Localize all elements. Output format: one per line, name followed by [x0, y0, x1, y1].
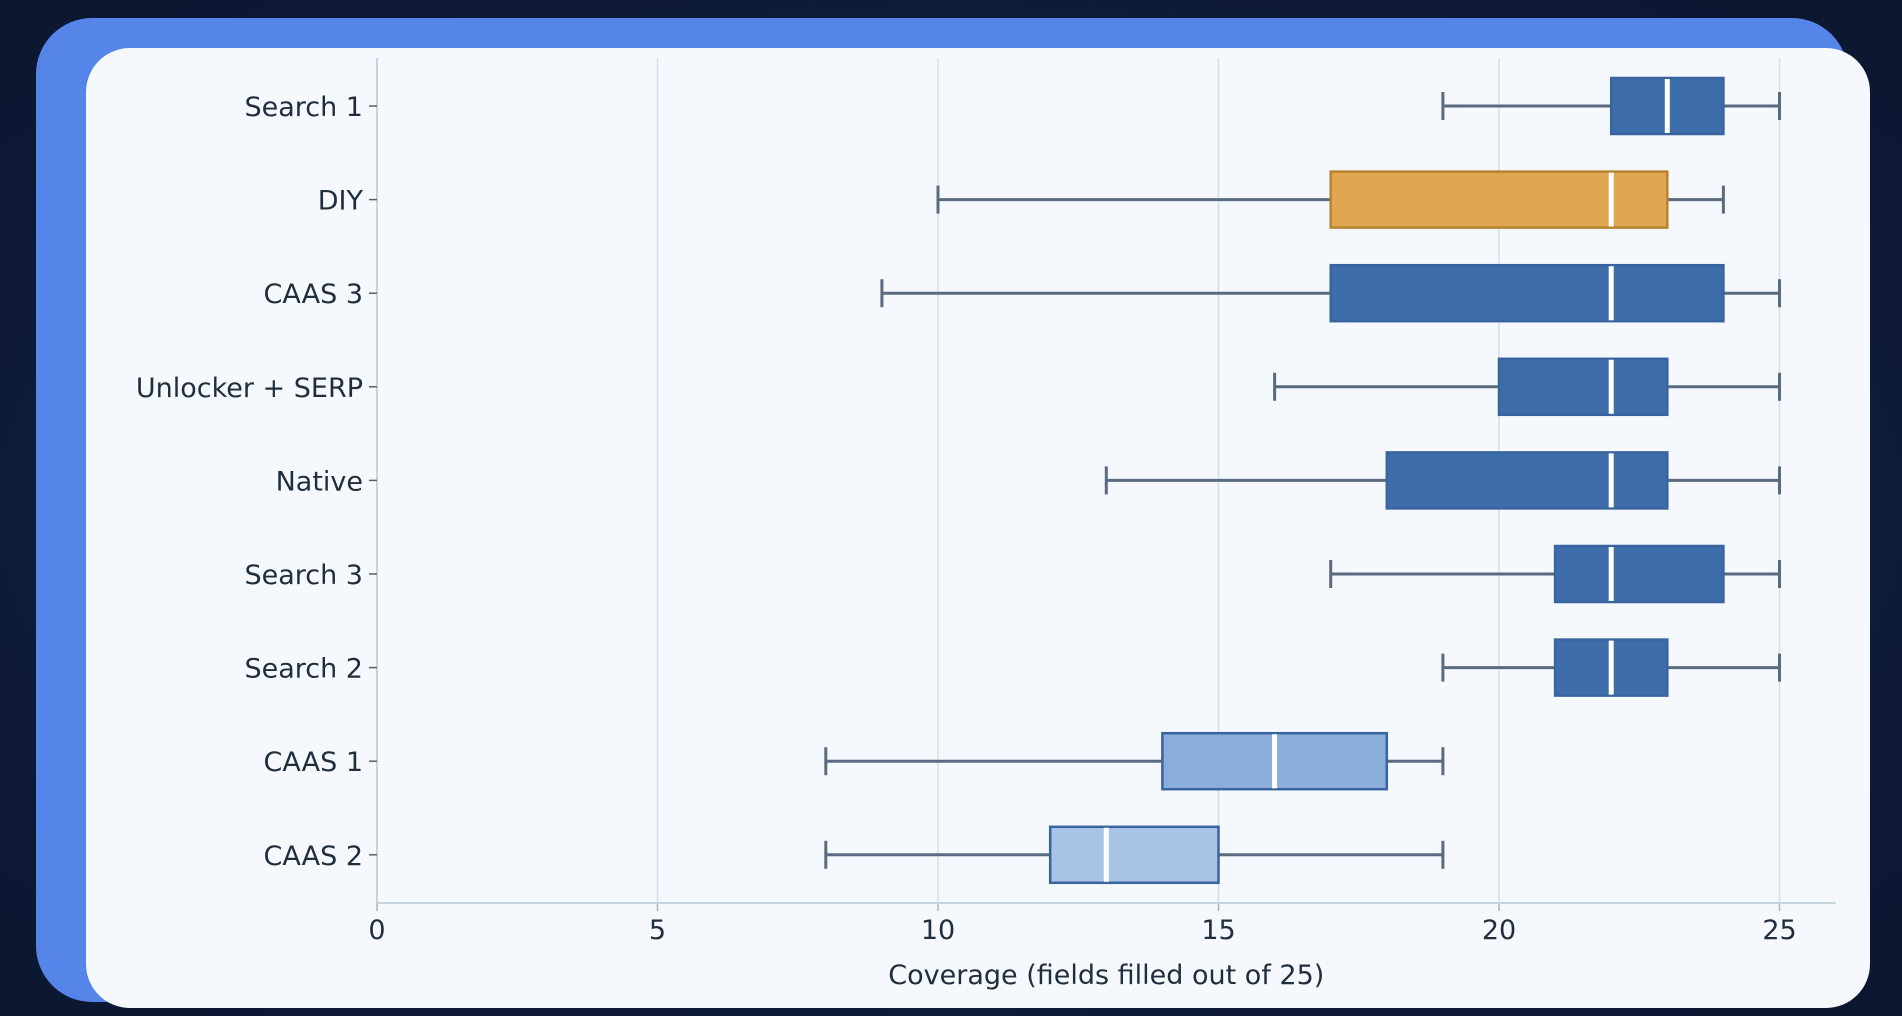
y-tick-label: CAAS 3 [264, 279, 363, 310]
chart-panel: Search 1 DIY CAAS 3 Unlocker + SERP Native Se… [86, 48, 1870, 1008]
x-axis-label: Coverage (fields filled out of 25) [888, 960, 1324, 991]
x-tick-label: 10 [921, 915, 955, 946]
axes [369, 58, 1836, 911]
iqr-box [1553, 544, 1725, 604]
y-tick-labels: Search 1 DIY CAAS 3 Unlocker + SERP Native Se… [136, 92, 364, 872]
box-search-2 [1441, 638, 1781, 697]
box-caas-3 [880, 263, 1781, 323]
x-tick-label: 5 [649, 915, 666, 946]
x-tick-label: 20 [1482, 915, 1516, 946]
x-tick-labels: 0 5 10 15 20 25 [368, 915, 1796, 946]
iqr-box [1329, 170, 1669, 229]
y-tick-label: Search 2 [244, 654, 363, 685]
x-tick-label: 0 [368, 915, 385, 946]
box-caas-1 [824, 731, 1445, 791]
y-tick-label: CAAS 2 [264, 841, 363, 872]
box-plot-chart: Search 1 DIY CAAS 3 Unlocker + SERP Native Se… [136, 58, 1836, 991]
box-search-1 [1441, 76, 1781, 136]
box-unlocker-serp [1273, 357, 1781, 417]
x-tick-label: 15 [1201, 915, 1235, 946]
y-tick-label: Search 3 [244, 560, 363, 591]
box-native [1104, 451, 1781, 510]
iqr-box [1329, 263, 1725, 323]
box-diy [936, 170, 1725, 229]
y-tick-label: CAAS 1 [264, 747, 363, 778]
y-tick-label: Native [276, 466, 363, 497]
chart-frame: Search 1 DIY CAAS 3 Unlocker + SERP Native Se… [36, 18, 1870, 1008]
iqr-box [1385, 451, 1669, 510]
y-tick-label: Search 1 [244, 92, 363, 123]
box-series [824, 76, 1781, 885]
box-search-3 [1329, 544, 1781, 604]
iqr-box [1048, 825, 1220, 885]
iqr-box [1497, 357, 1669, 417]
y-tick-label: Unlocker + SERP [136, 373, 363, 404]
box-caas-2 [824, 825, 1445, 885]
y-tick-label: DIY [318, 186, 364, 217]
x-tick-label: 25 [1762, 915, 1796, 946]
